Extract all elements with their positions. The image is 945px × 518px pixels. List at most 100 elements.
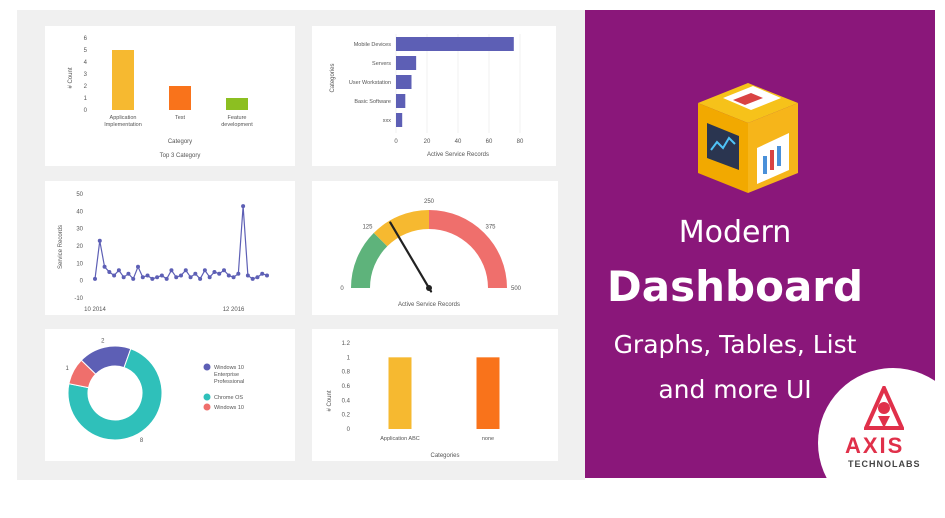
data-point — [121, 275, 126, 280]
bar — [169, 86, 191, 110]
data-point — [202, 268, 207, 273]
gauge-needle-hub — [426, 285, 432, 291]
data-point — [245, 273, 250, 278]
chart-card-top3-category: # Count 0 1 2 3 4 5 6 Application Implementatio… — [45, 26, 295, 166]
gauge-tick-label: 250 — [424, 199, 435, 205]
data-point — [155, 275, 160, 280]
y-tick-label: Basic Software — [354, 99, 391, 105]
y-tick-label: 5 — [84, 48, 88, 54]
gauge-band — [429, 210, 507, 288]
bar — [396, 94, 406, 108]
data-point — [260, 271, 265, 276]
y-tick-label: -10 — [74, 296, 83, 302]
data-point — [102, 264, 107, 269]
y-tick-label: User Workstation — [349, 80, 391, 86]
x-tick-label: 60 — [486, 139, 493, 145]
data-point — [131, 276, 136, 281]
x-tick-label: 12 2016 — [223, 307, 245, 313]
x-tick-label: 40 — [455, 139, 462, 145]
y-tick-label: 0 — [84, 108, 88, 114]
data-point — [93, 276, 97, 281]
data-point — [174, 275, 179, 280]
x-tick-label: none — [482, 436, 494, 442]
data-point — [255, 275, 260, 280]
slice-value-label: 2 — [101, 338, 105, 344]
brand-name: AXIS — [845, 433, 905, 458]
promo-subtitle-line1: Graphs, Tables, List — [613, 330, 857, 359]
bar — [396, 56, 417, 70]
x-axis-label: Categories — [430, 453, 459, 459]
bar — [112, 50, 134, 110]
gauge-tick-label: 0 — [340, 286, 344, 292]
x-tick-label: 0 — [394, 139, 398, 145]
y-tick-label: 0.6 — [342, 384, 351, 390]
data-point — [97, 238, 102, 243]
dashboard-cube-icon — [698, 83, 798, 193]
data-point — [250, 276, 255, 281]
y-tick-label: 0.4 — [342, 398, 351, 404]
y-tick-label: 10 — [76, 261, 83, 267]
data-point — [112, 273, 117, 278]
chart-card-categories: Categories Mobile Devices Servers User Wor… — [312, 26, 556, 166]
promo-subtitle-line2: and more UI — [658, 375, 812, 404]
data-point — [183, 268, 188, 273]
y-tick-label: 0 — [347, 427, 351, 433]
donut-slice — [68, 359, 97, 389]
bar — [226, 98, 248, 110]
y-tick-label: 50 — [76, 192, 83, 198]
bar — [396, 113, 403, 127]
y-tick-label: 1.2 — [342, 341, 351, 347]
y-axis-label: # Count — [327, 390, 333, 411]
gauge-tick-label: 125 — [362, 224, 373, 230]
y-axis-label: Service Records — [58, 225, 64, 269]
data-point — [241, 204, 246, 209]
y-tick-label: 6 — [84, 36, 88, 42]
y-tick-label: xxx — [383, 118, 392, 124]
chart-card-gauge: 0 125 250 375 500 Active Service Records — [312, 181, 558, 315]
y-tick-label: 0.8 — [342, 370, 351, 376]
data-point — [107, 270, 112, 274]
data-point — [179, 273, 183, 278]
data-point — [207, 275, 212, 280]
data-point — [265, 273, 269, 278]
data-point — [150, 276, 155, 281]
slice-value-label: 8 — [140, 438, 144, 444]
x-tick-label: 20 — [424, 139, 431, 145]
y-tick-label: 2 — [84, 84, 88, 90]
promo-title-line2: Dashboard — [606, 262, 864, 311]
data-point — [193, 271, 198, 276]
data-point — [188, 275, 193, 280]
promo-title-line1: Modern — [678, 215, 792, 250]
gauge-needle — [389, 221, 433, 293]
legend-label: Windows 10 Enterprise Professional — [214, 365, 244, 385]
data-point — [226, 273, 231, 278]
y-tick-label: 40 — [76, 209, 83, 215]
y-tick-label: 0.2 — [342, 413, 351, 419]
legend-label: Windows 10 — [214, 405, 244, 411]
y-tick-label: 30 — [76, 227, 83, 233]
y-axis-label: # Count — [68, 67, 74, 88]
data-point — [159, 273, 164, 278]
gauge-band — [351, 232, 388, 288]
x-tick-label: 10 2014 — [84, 307, 106, 313]
y-tick-label: 0 — [80, 279, 84, 285]
bar — [396, 37, 514, 51]
series-line — [94, 206, 268, 281]
gauge-tick-label: 375 — [486, 224, 497, 230]
gauge-band — [373, 210, 429, 247]
gauge-label: Active Service Records — [398, 302, 460, 308]
x-tick-label: 80 — [517, 139, 524, 145]
y-tick-label: 4 — [84, 60, 88, 66]
y-tick-label: Mobile Devices — [354, 42, 392, 48]
x-tick-label: Test — [175, 115, 186, 121]
gauge-tick-label: 500 — [511, 286, 522, 292]
x-axis-label: Category — [168, 139, 192, 145]
axis-logo-icon — [864, 386, 904, 430]
y-tick-label: 3 — [84, 72, 88, 78]
y-tick-label: 1 — [347, 355, 351, 361]
data-point — [169, 268, 174, 273]
data-point — [231, 275, 236, 280]
data-point — [212, 270, 217, 274]
x-tick-label: Application ABC — [380, 436, 419, 442]
x-tick-label: Application Implementation — [104, 115, 142, 128]
